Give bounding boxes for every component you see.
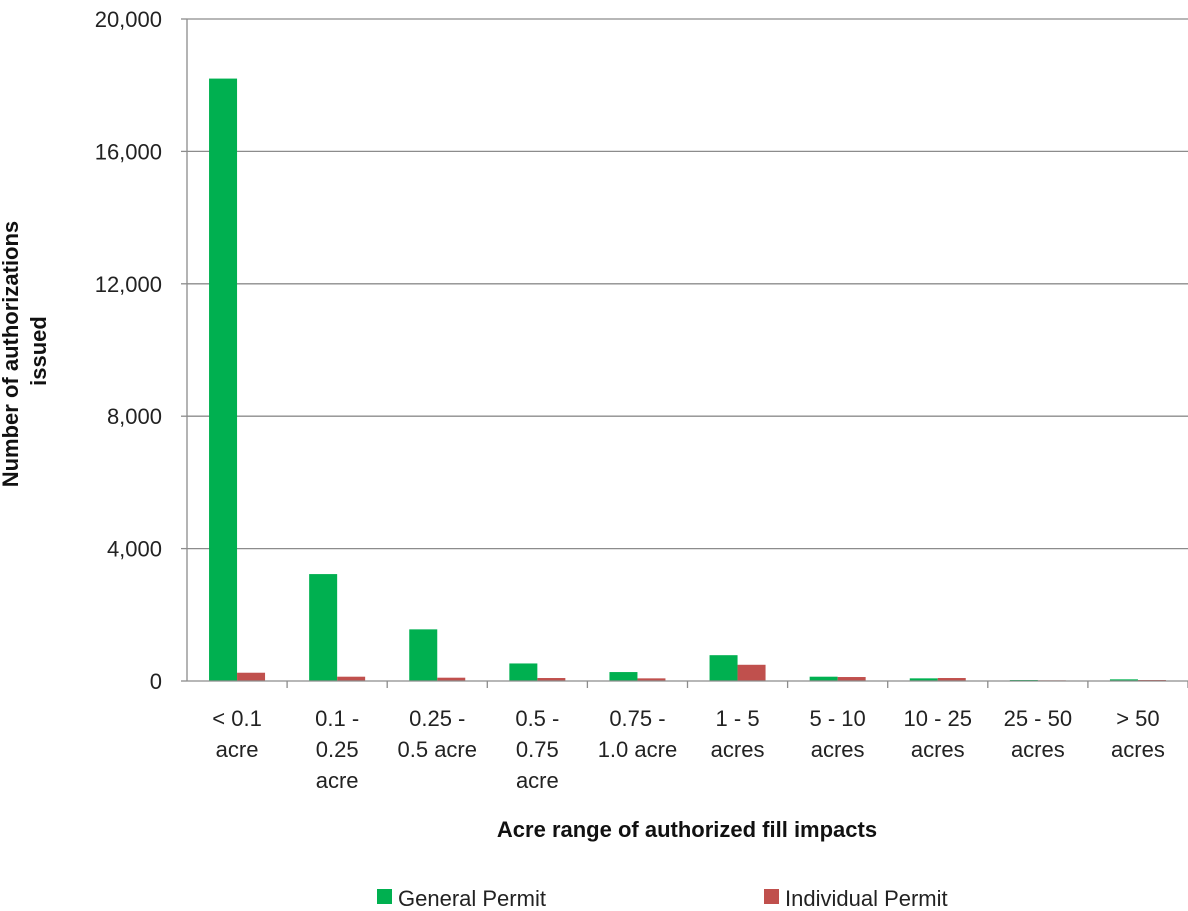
- legend: General Permit Individual Permit: [377, 886, 948, 911]
- bar-individual-permit: [738, 665, 766, 681]
- x-tick-labels: < 0.1 acre 0.1 -0.25 acre 0.25 -0.5 acre 0.5 …: [212, 706, 1165, 793]
- bar-individual-permit: [237, 673, 265, 681]
- y-axis-title: Number of authorizations issued: [0, 215, 51, 488]
- bars: [209, 79, 1166, 681]
- x-tick-label: > 50 acres: [1111, 706, 1165, 762]
- legend-label-general-permit: General Permit: [398, 886, 546, 911]
- y-tick-label: 8,000: [107, 404, 162, 429]
- y-tick-label: 20,000: [95, 7, 162, 32]
- x-tick-label: 1 - 5 acres: [711, 706, 765, 762]
- x-tick-label: 0.1 -0.25 acre: [315, 706, 359, 793]
- bar-general-permit: [509, 663, 537, 681]
- x-tick-label: 10 - 25 acres: [904, 706, 973, 762]
- x-axis-title: Acre range of authorized fill impacts: [497, 817, 877, 842]
- legend-swatch-general-permit: [377, 889, 392, 904]
- legend-label-individual-permit: Individual Permit: [785, 886, 948, 911]
- bar-general-permit: [409, 629, 437, 681]
- y-tick-label: 0: [150, 669, 162, 694]
- x-tick-label: < 0.1 acre: [212, 706, 262, 762]
- legend-swatch-individual-permit: [764, 889, 779, 904]
- bar-general-permit: [309, 574, 337, 681]
- y-tick-label: 4,000: [107, 537, 162, 562]
- bar-general-permit: [609, 672, 637, 681]
- y-tick-labels: 0 4,000 8,000 12,000 16,000 20,000: [95, 7, 162, 694]
- y-tick-label: 16,000: [95, 139, 162, 164]
- x-tick-label: 5 - 10 acres: [810, 706, 866, 762]
- bar-general-permit: [710, 655, 738, 681]
- bar-general-permit: [209, 79, 237, 681]
- x-tick-label: 25 - 50 acres: [1004, 706, 1073, 762]
- y-tick-label: 12,000: [95, 272, 162, 297]
- x-tick-label: 0.25 -0.5 acre: [398, 706, 478, 762]
- x-tick-label: 0.75 -1.0 acre: [598, 706, 678, 762]
- x-tick-label: 0.5 -0.75 acre: [515, 706, 559, 793]
